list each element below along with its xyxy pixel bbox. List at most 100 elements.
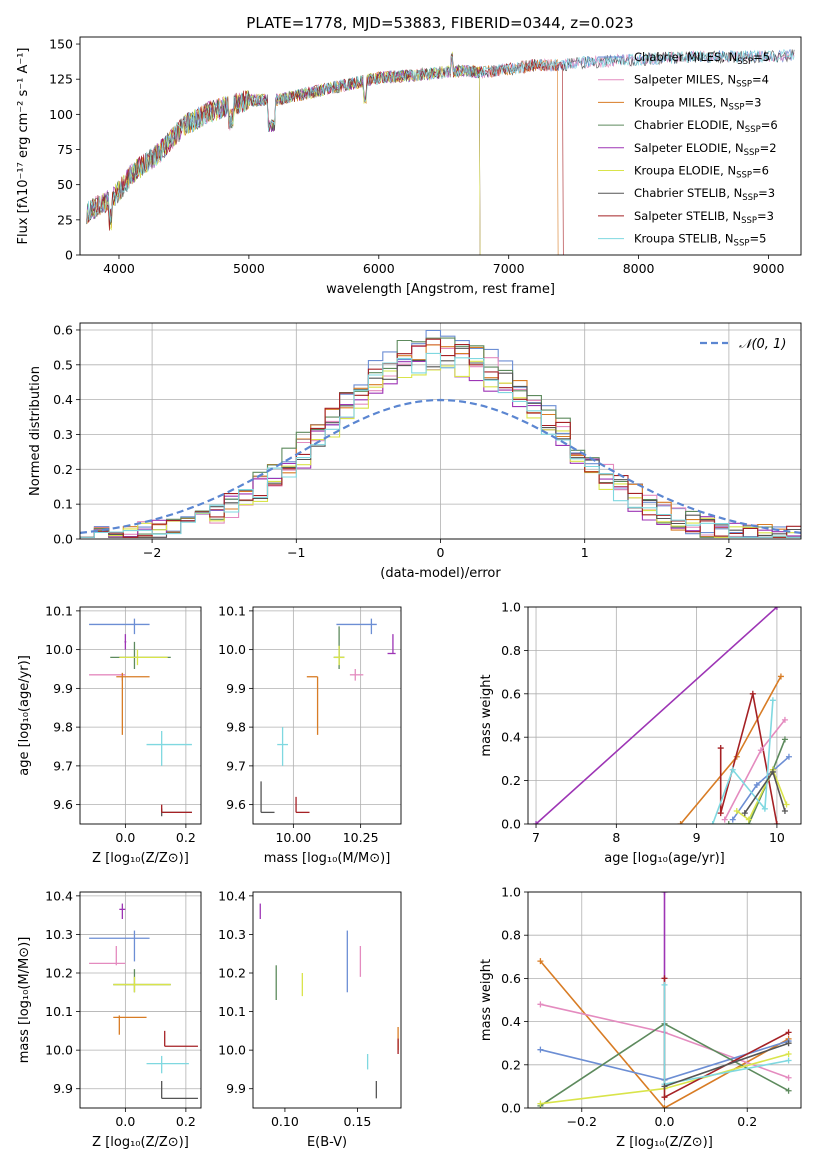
legend-entry-main: Salpeter ELODIE, N <box>634 141 744 155</box>
weight-marker <box>745 816 752 823</box>
legend-entry: Salpeter MILES, NSSP=4 <box>634 73 769 90</box>
weight-marker <box>729 816 736 823</box>
data-point <box>306 676 319 735</box>
panel-5: 7 8 9 10 0.0 0.2 0.4 0.6 0.8 1.0 age [log₁₀(age/yr… <box>479 600 802 866</box>
legend-entry-tail: =3 <box>758 186 775 200</box>
y-tick-label: 100 <box>49 107 73 122</box>
y-tick-label: 10.0 <box>45 642 73 657</box>
weight-marker <box>773 607 780 610</box>
x-tick-label: 0.15 <box>344 1114 372 1129</box>
legend-entry-main: Kroupa ELODIE, N <box>634 164 736 178</box>
axes-frame <box>527 606 802 825</box>
weight-marker <box>785 1057 792 1064</box>
data-point <box>349 669 364 681</box>
y-axis-label: age [log₁₀(age/yr)] <box>17 655 32 776</box>
legend: 𝒩(0, 1) <box>700 337 786 352</box>
legend-entry-tail: =2 <box>760 141 777 155</box>
weight-line <box>664 1042 789 1088</box>
weight-marker <box>773 821 780 824</box>
weight-marker <box>537 1100 544 1107</box>
weight-marker <box>785 1029 792 1036</box>
weight-line <box>719 693 778 824</box>
legend-entry-sub: SSP <box>745 125 761 135</box>
legend-entry-main: Chabrier MILES, N <box>634 50 737 64</box>
weight-marker <box>537 958 544 965</box>
x-tick-label: 0.2 <box>176 1114 196 1129</box>
axes-frame <box>252 606 402 825</box>
x-tick-label: 9 <box>693 830 701 845</box>
y-tick-label: 10.1 <box>218 1004 246 1019</box>
y-tick-label: 0.3 <box>53 427 73 442</box>
weight-marker <box>661 975 668 982</box>
y-tick-label: 10.0 <box>218 642 246 657</box>
legend-entry-tail: =5 <box>753 50 770 64</box>
y-tick-label: 10.2 <box>218 966 246 981</box>
y-tick-label: 9.9 <box>53 681 73 696</box>
x-tick-label: 0.10 <box>271 1114 299 1129</box>
y-tick-label: 10.0 <box>218 1043 246 1058</box>
spectrum-line <box>86 48 795 225</box>
y-tick-label: 9.9 <box>53 1081 73 1096</box>
y-tick-label: 0.5 <box>53 357 73 372</box>
data-point <box>277 727 288 766</box>
weight-marker <box>733 807 740 814</box>
weight-marker <box>537 1046 544 1053</box>
legend-entry-sub: SSP <box>736 80 752 90</box>
y-axis-label: Normed distribution <box>28 366 43 496</box>
legend-entry-sub: SSP <box>737 57 753 67</box>
histogram-step <box>80 347 801 538</box>
weight-line <box>711 700 774 824</box>
plot-area <box>533 607 792 824</box>
data-point <box>116 672 150 735</box>
x-axis-label: age [log₁₀(age/yr)] <box>604 851 725 866</box>
y-tick-label: 10.4 <box>45 888 73 903</box>
y-tick-label: 0.1 <box>53 497 73 512</box>
data-point <box>295 796 310 814</box>
x-tick-label: 10.25 <box>343 830 379 845</box>
y-tick-label: 0.2 <box>53 462 73 477</box>
data-point <box>113 1015 147 1035</box>
data-point <box>119 649 168 666</box>
y-tick-label: 125 <box>49 72 73 87</box>
y-tick-label: 10.0 <box>45 1043 73 1058</box>
weight-marker <box>661 1094 668 1101</box>
data-point <box>119 903 126 919</box>
x-tick-label: 5000 <box>233 261 265 276</box>
y-tick-label: 0.2 <box>501 773 521 788</box>
legend-entry: Salpeter STELIB, NSSP=3 <box>634 209 774 226</box>
axes-frame <box>252 891 402 1109</box>
x-tick-label: 0.2 <box>176 830 196 845</box>
axes-frame <box>527 891 802 1109</box>
panel-4: 10.00 10.25 9.6 9.7 9.8 9.9 10.0 10.1 mass [log₁… <box>218 603 402 866</box>
weight-marker <box>777 673 784 680</box>
weight-line <box>535 607 778 824</box>
plot-area <box>86 48 795 255</box>
x-tick-label: 0.2 <box>737 1114 757 1129</box>
legend-entry: Kroupa ELODIE, NSSP=6 <box>634 164 769 181</box>
plot-area <box>259 903 399 1099</box>
x-tick-label: 6000 <box>363 261 395 276</box>
y-tick-label: 0.8 <box>501 643 521 658</box>
y-tick-label: 0 <box>65 248 73 263</box>
weight-marker <box>785 1040 792 1047</box>
data-point <box>89 930 150 962</box>
x-axis-label: Z [log₁₀(Z/Z⊙)] <box>92 1135 189 1150</box>
x-axis-label: E(B-V) <box>307 1135 347 1150</box>
legend-entry-main: Salpeter STELIB, N <box>634 209 741 223</box>
x-axis-label: Z [log₁₀(Z/Z⊙)] <box>92 851 189 866</box>
weight-marker <box>785 1074 792 1081</box>
panel-8: −0.2 0.0 0.2 0.0 0.2 0.4 0.6 0.8 1.0 Z [log₁₀(Z/Z… <box>479 885 802 1150</box>
data-point <box>161 1081 198 1100</box>
y-tick-label: 9.6 <box>53 797 73 812</box>
weight-marker <box>785 1051 792 1057</box>
legend-entry-main: Kroupa MILES, N <box>634 95 729 109</box>
weight-marker <box>729 766 736 773</box>
y-tick-label: 10.1 <box>45 603 73 618</box>
weight-marker <box>717 745 724 752</box>
weight-marker <box>769 768 776 775</box>
y-tick-label: 9.7 <box>226 758 246 773</box>
x-tick-label: −2 <box>143 545 161 560</box>
y-tick-label: 10.4 <box>218 888 246 903</box>
y-tick-label: 9.9 <box>226 1081 246 1096</box>
